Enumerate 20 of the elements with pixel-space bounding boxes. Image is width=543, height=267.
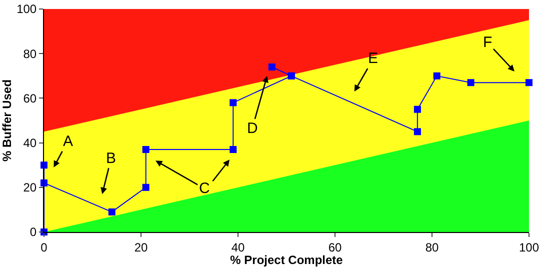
x-tick-label: 100: [518, 240, 540, 254]
y-tick-label: 80: [23, 46, 37, 61]
annotation: B: [106, 150, 116, 167]
y-tick-label: 0: [30, 225, 37, 240]
x-tick-label: 80: [425, 240, 439, 254]
annotation: E: [368, 50, 378, 67]
y-tick-label: 100: [16, 2, 37, 16]
annotation: C: [199, 180, 210, 197]
x-axis-title: % Project Complete: [230, 253, 344, 267]
x-tick-label: 40: [231, 240, 245, 254]
x-tick-label: 20: [134, 240, 148, 254]
y-tick-label: 20: [23, 180, 37, 195]
y-axis-title: % Buffer Used: [0, 79, 14, 162]
x-tick-label: 0: [40, 240, 48, 254]
annotation: D: [247, 120, 258, 137]
y-tick-label: 60: [23, 91, 37, 106]
y-tick-label: 40: [23, 136, 37, 150]
x-tick-label: 60: [328, 240, 342, 254]
annotation: A: [63, 133, 74, 150]
annotation: F: [483, 34, 492, 51]
